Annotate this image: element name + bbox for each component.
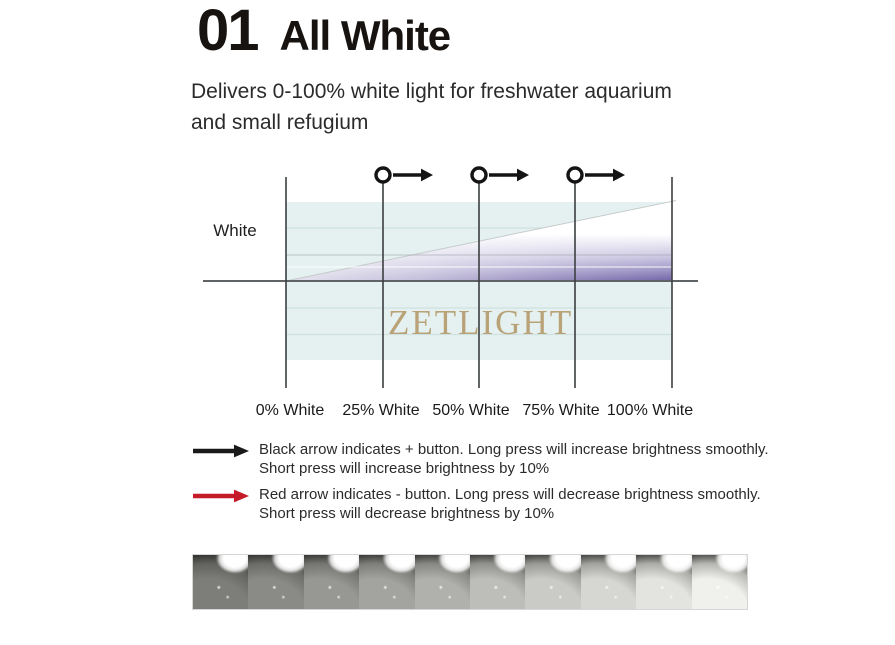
black-arrow-text-line-2: Short press will increase brightness by …: [259, 459, 550, 477]
x-tick-label-75: 75% White: [522, 402, 600, 419]
light-photo-tile: [193, 555, 249, 609]
x-tick-label-0: 0% White: [255, 402, 325, 419]
y-axis-label: White: [213, 221, 257, 240]
red-arrow-text-line-1: Red arrow indicates - button. Long press…: [259, 486, 761, 503]
light-photo-tile: [636, 555, 692, 609]
light-photo-tile: [248, 555, 304, 609]
legend-minus-button: Red arrow indicates - button. Long press…: [192, 486, 761, 523]
zetlight-watermark: ZETLIGHT: [388, 303, 574, 342]
light-photo-tile: [525, 555, 581, 609]
black-arrow-text-line-1: Black arrow indicates + button. Long pre…: [259, 441, 769, 458]
light-photo-tile: [470, 555, 526, 609]
section-title: All White: [279, 12, 452, 59]
section-number: 01: [197, 0, 259, 63]
legend-plus-button: Black arrow indicates + button. Long pre…: [192, 441, 769, 478]
x-tick-label-100: 100% White: [606, 402, 694, 419]
description-line-2: and small refugium: [191, 111, 369, 134]
description-line-1: Delivers 0-100% white light for freshwat…: [191, 80, 672, 103]
x-tick-label-50: 50% White: [432, 402, 510, 419]
plus-press-marker-50: [470, 166, 529, 184]
plus-press-marker-75: [566, 166, 625, 184]
red-arrow-text-line-2: Short press will decrease brightness by …: [259, 504, 555, 522]
section-header: 01 All White: [197, 0, 452, 63]
tick-lines: [285, 177, 673, 388]
light-photo-tile: [359, 555, 415, 609]
photo-strip: [192, 554, 748, 610]
light-photo-tile: [580, 555, 637, 609]
light-photo-tile: [303, 555, 360, 609]
x-tick-label-25: 25% White: [342, 402, 420, 419]
red-arrow-icon: [193, 489, 249, 503]
section-description: Delivers 0-100% white light for freshwat…: [191, 76, 672, 138]
light-photo-tile: [691, 555, 748, 609]
plus-press-marker-25: [374, 166, 433, 184]
light-photo-tile: [414, 555, 471, 609]
black-arrow-icon: [193, 444, 249, 458]
